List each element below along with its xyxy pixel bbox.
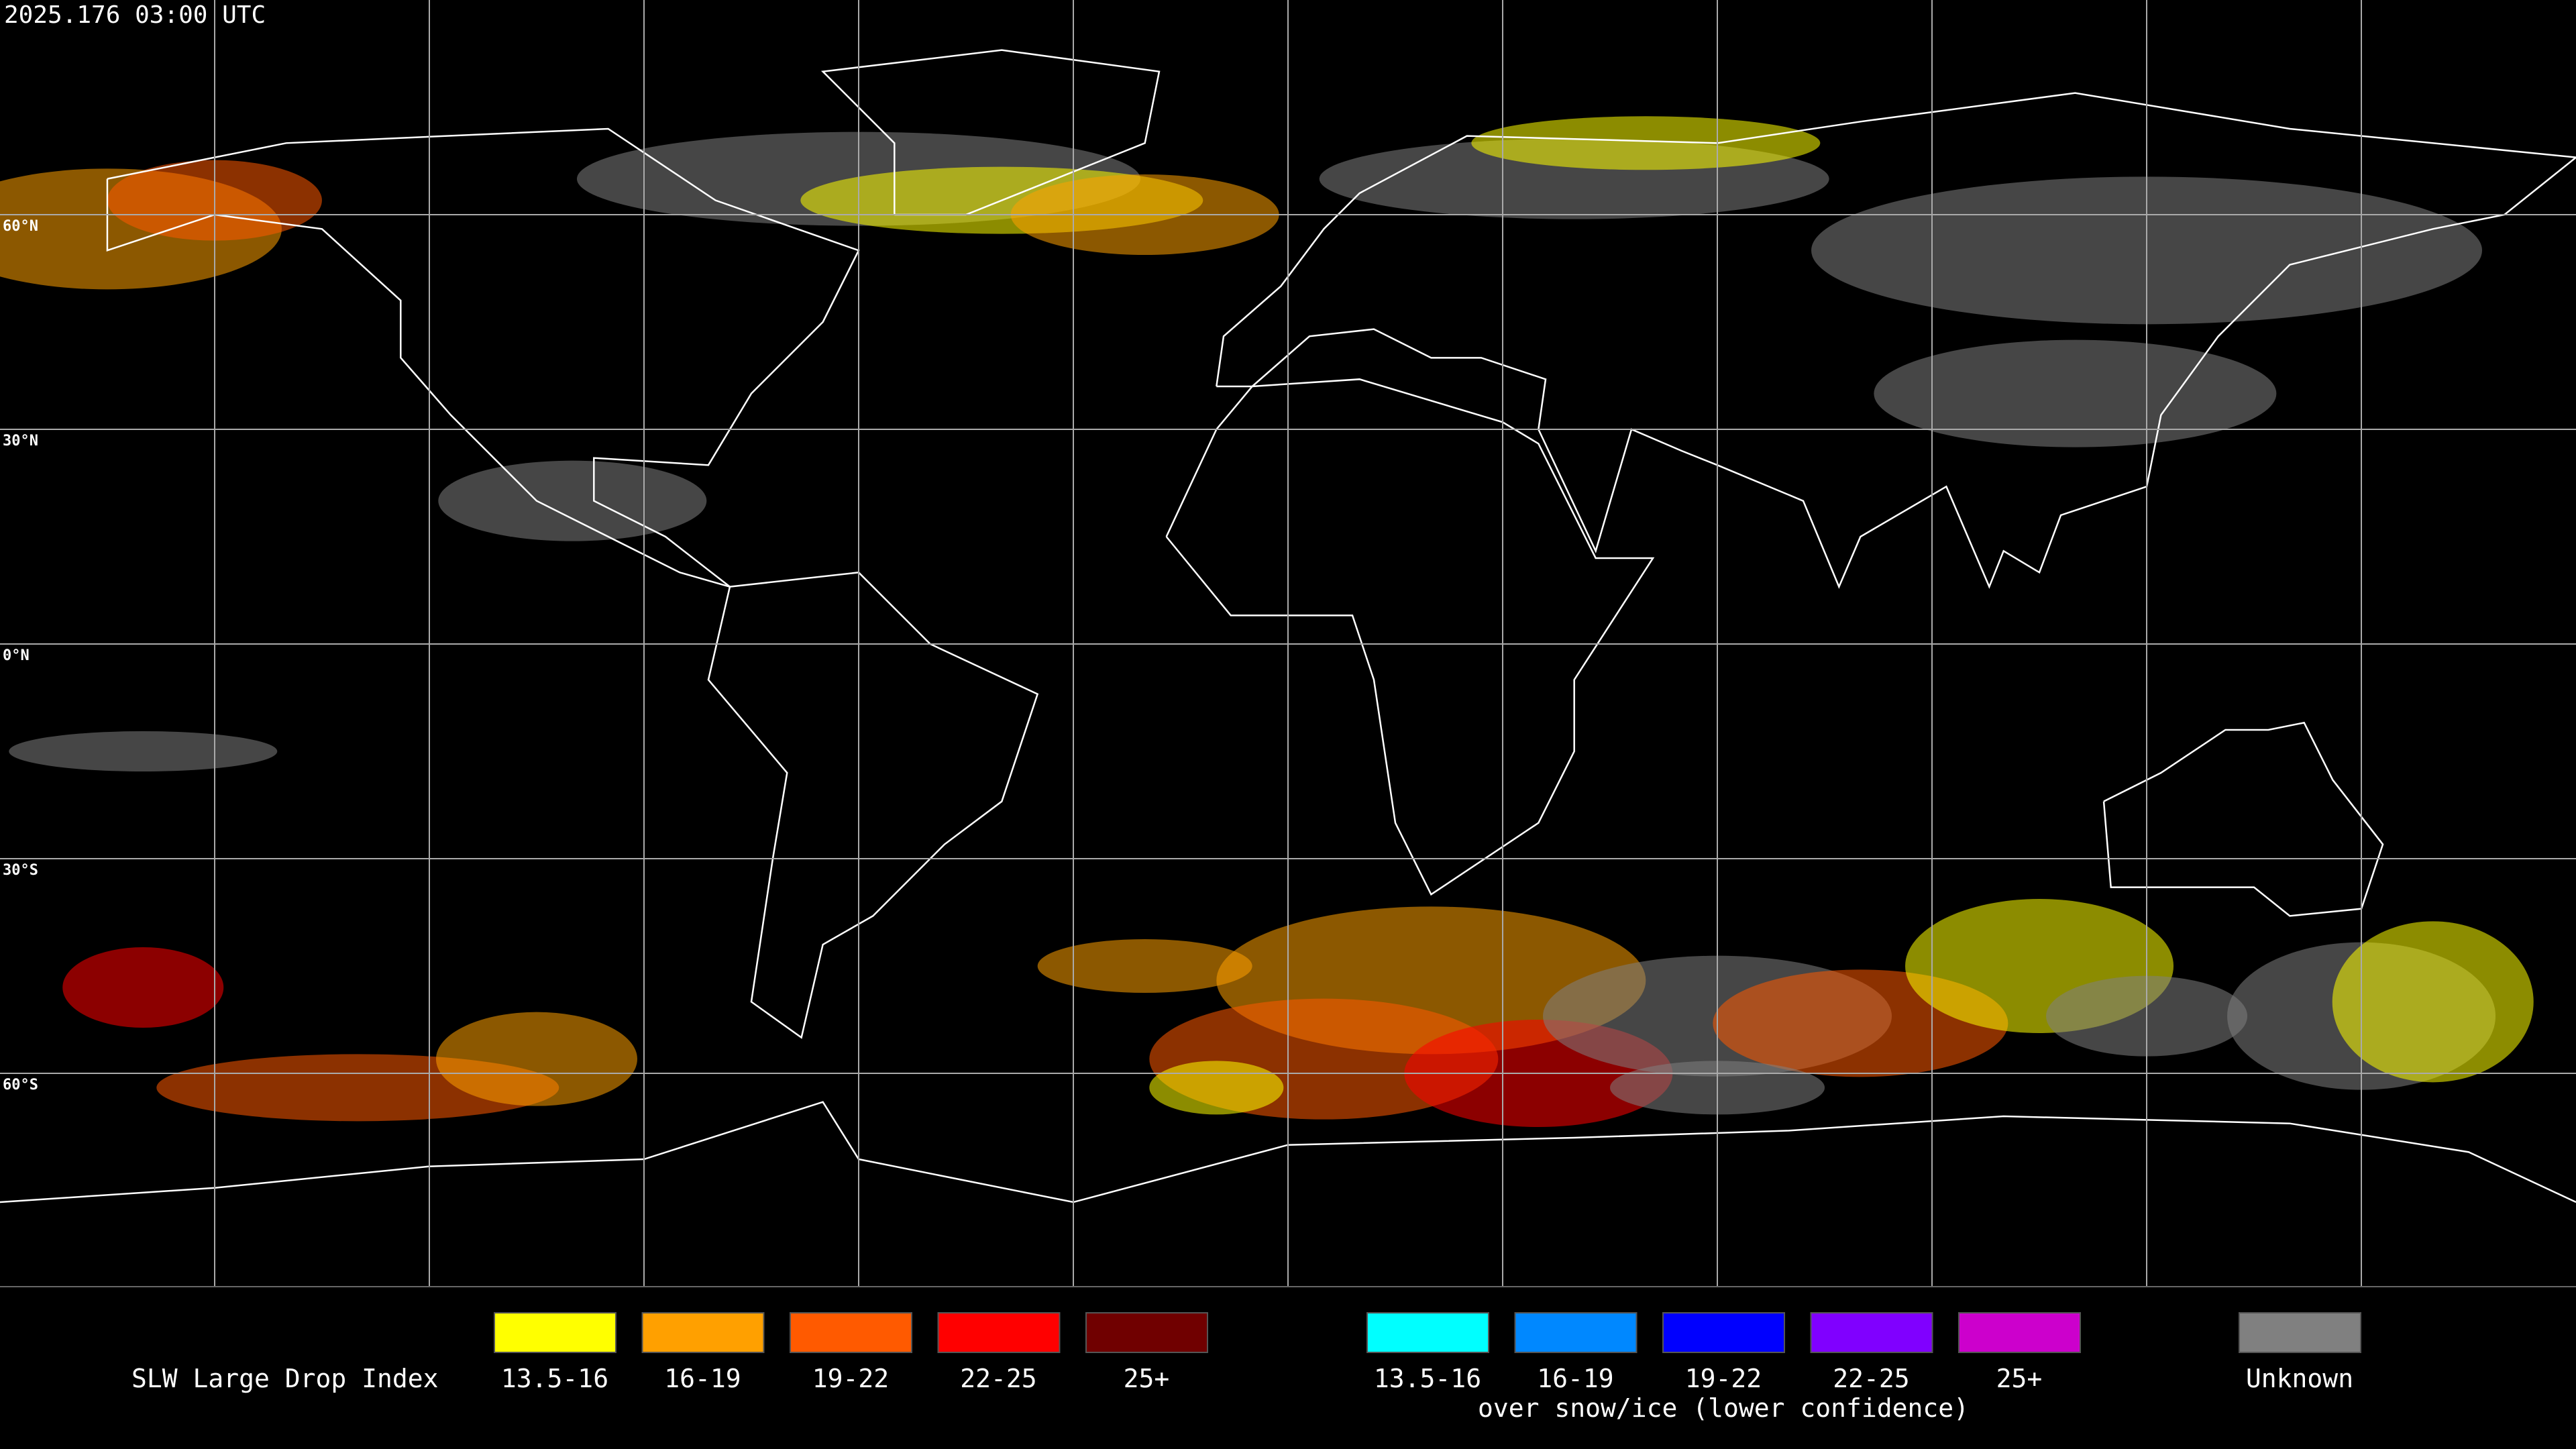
legend-swatch	[1514, 1312, 1638, 1353]
legend-label: 16-19	[664, 1364, 741, 1393]
latitude-labels: 60°N 30°N 0°N 30°S 60°S	[3, 218, 38, 1093]
cloud-area	[62, 947, 224, 1028]
timestamp: 2025.176 03:00 UTC	[4, 1, 266, 29]
cloud-area	[438, 460, 707, 541]
coastline	[106, 127, 860, 588]
legend-label: 13.5-16	[1374, 1364, 1481, 1393]
legend-label: 25+	[1124, 1364, 1170, 1393]
legend-swatch	[2239, 1312, 2361, 1353]
legend-swatch	[1366, 1312, 1489, 1353]
legend-label: Unknown	[2246, 1364, 2353, 1393]
legend-title: SLW Large Drop Index	[131, 1364, 439, 1393]
legend-label: 13.5-16	[501, 1364, 608, 1393]
graticule	[0, 0, 2576, 1287]
latitude-label: 30°N	[3, 433, 38, 449]
legend-label: 19-22	[1685, 1364, 1762, 1393]
legend-swatch	[1958, 1312, 2081, 1353]
coastline	[1165, 378, 1655, 896]
legend-label: 25+	[1996, 1364, 2043, 1393]
coastline	[820, 49, 1161, 216]
latitude-label: 60°S	[3, 1077, 38, 1093]
legend-swatch	[790, 1312, 912, 1353]
latitude-label: 60°N	[3, 218, 38, 235]
legend-swatch	[494, 1312, 616, 1353]
legend-swatch	[937, 1312, 1061, 1353]
coastline	[2102, 721, 2384, 917]
legend-label: 19-22	[812, 1364, 889, 1393]
latitude-label: 0°N	[3, 647, 30, 664]
legend-swatch	[1085, 1312, 1208, 1353]
cloud-area	[435, 1012, 637, 1106]
legend-label: 16-19	[1537, 1364, 1613, 1393]
cloud-area	[2332, 921, 2534, 1083]
cloud-area	[9, 731, 278, 772]
legend-label: 22-25	[1833, 1364, 1909, 1393]
cloud-area	[1037, 939, 1252, 994]
cloud-area	[1471, 116, 1821, 170]
legend-swatch	[1662, 1312, 1785, 1353]
legend: SLW Large Drop Index 13.5-16 16-19 19-22 22-…	[131, 1312, 2361, 1423]
coastline	[0, 1101, 2576, 1203]
legend-label: 22-25	[960, 1364, 1036, 1393]
cloud-area	[1149, 1061, 1284, 1115]
legend-swatch	[641, 1312, 765, 1353]
coastline	[707, 572, 1039, 1039]
cloud-layer	[0, 116, 2534, 1128]
legend-swatch	[1810, 1312, 1933, 1353]
cloud-area	[1874, 339, 2277, 447]
legend-note: over snow/ice (lower confidence)	[1478, 1393, 1969, 1423]
latitude-label: 30°S	[3, 862, 38, 879]
